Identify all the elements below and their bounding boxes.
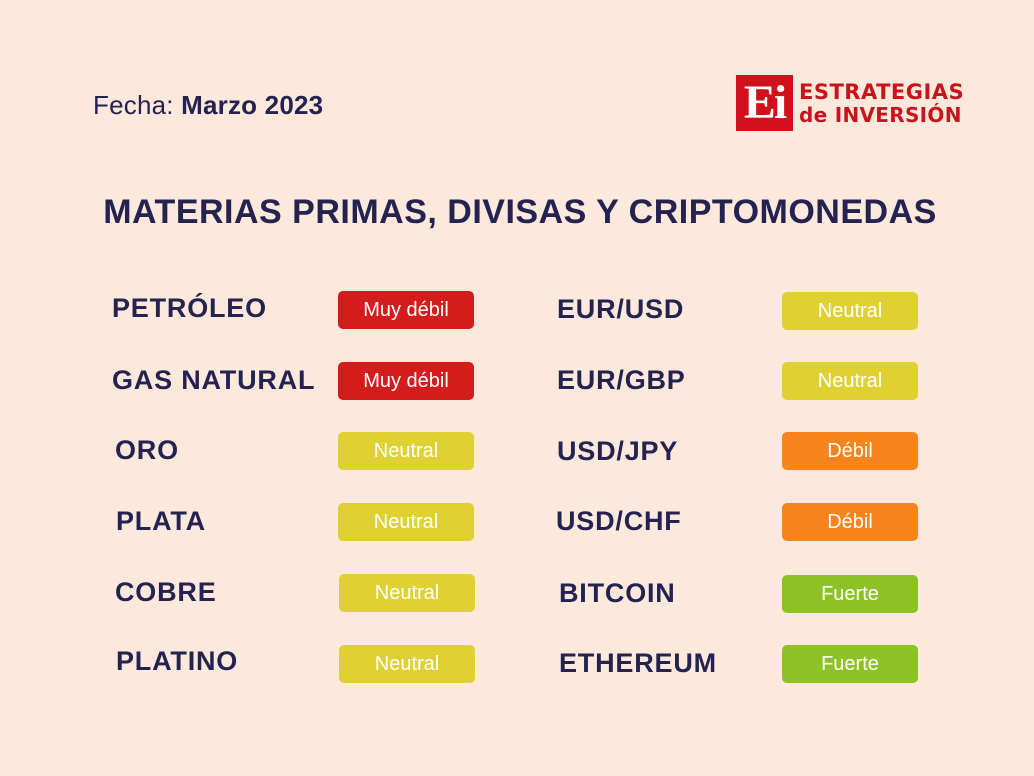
asset-label-oro: ORO [115, 435, 179, 465]
status-badge-petroleo: Muy débil [338, 291, 474, 329]
date-value: Marzo 2023 [181, 90, 324, 120]
asset-label-usd-chf: USD/CHF [556, 506, 682, 536]
asset-label-eur-usd: EUR/USD [557, 294, 685, 324]
status-badge-plata: Neutral [338, 503, 474, 541]
logo-text: ESTRATEGIAS de INVERSIÓN [799, 79, 965, 127]
asset-label-usd-jpy: USD/JPY [557, 436, 679, 466]
logo-line-2: de INVERSIÓN [799, 102, 962, 127]
asset-label-gas-natural: GAS NATURAL [112, 365, 316, 395]
logo-line-1: ESTRATEGIAS [799, 79, 965, 104]
asset-label-platino: PLATINO [116, 646, 239, 676]
status-badge-platino: Neutral [339, 645, 475, 683]
status-badge-bitcoin: Fuerte [782, 575, 918, 613]
date-line: Fecha: Marzo 2023 [93, 90, 323, 121]
status-badge-usd-chf: Débil [782, 503, 918, 541]
asset-label-cobre: COBRE [115, 577, 217, 607]
asset-label-ethereum: ETHEREUM [559, 648, 717, 678]
status-badge-oro: Neutral [338, 432, 474, 470]
status-badge-eur-usd: Neutral [782, 292, 918, 330]
page-title: MATERIAS PRIMAS, DIVISAS Y CRIPTOMONEDAS [103, 193, 937, 231]
status-badge-eur-gbp: Neutral [782, 362, 918, 400]
status-badge-cobre: Neutral [339, 574, 475, 612]
status-badge-ethereum: Fuerte [782, 645, 918, 683]
asset-label-plata: PLATA [116, 506, 206, 536]
logo-mark: Ei [736, 75, 793, 131]
asset-label-eur-gbp: EUR/GBP [557, 365, 686, 395]
status-badge-usd-jpy: Débil [782, 432, 918, 470]
asset-label-petroleo: PETRÓLEO [112, 293, 267, 323]
date-label: Fecha: [93, 90, 174, 120]
asset-label-bitcoin: BITCOIN [559, 578, 676, 608]
status-badge-gas-natural: Muy débil [338, 362, 474, 400]
brand-logo: Ei ESTRATEGIAS de INVERSIÓN [736, 75, 964, 131]
